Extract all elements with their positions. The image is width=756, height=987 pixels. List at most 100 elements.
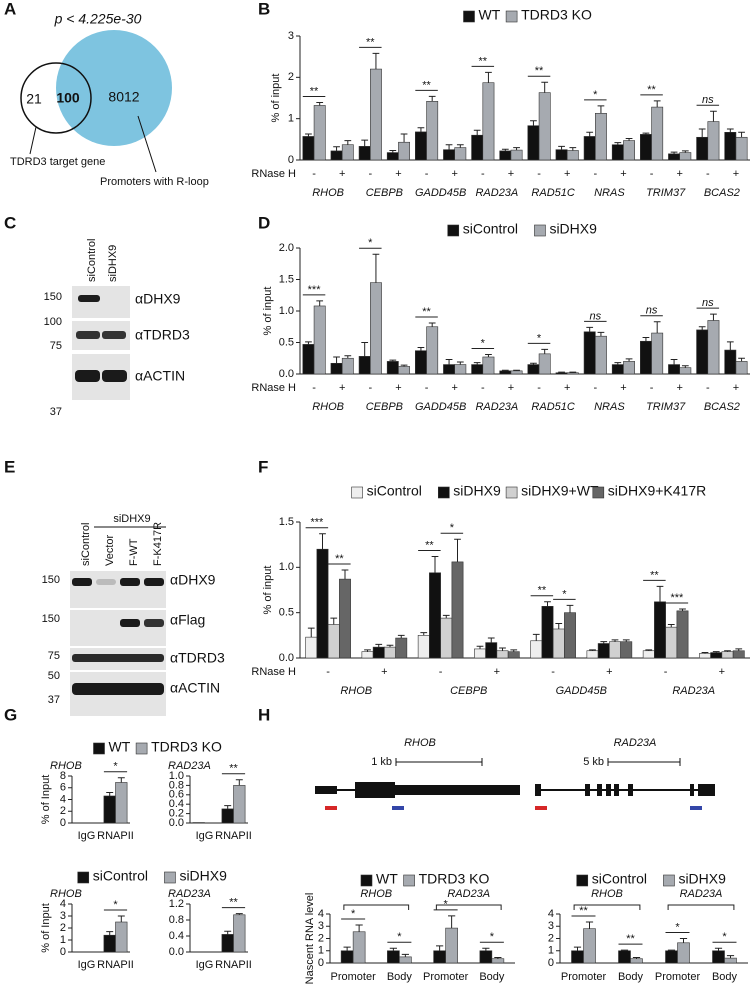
y-tick-label: 0.0: [279, 368, 294, 380]
error-bar: [420, 632, 428, 636]
subgroup-label: +: [606, 666, 612, 678]
error-bar: [400, 133, 408, 143]
panel-letter: F: [258, 457, 268, 476]
subgroup-label: -: [368, 382, 372, 394]
subgroup-label: -: [537, 382, 541, 394]
bar: [507, 651, 520, 659]
subgroup-label: +: [676, 168, 682, 180]
bar: [496, 650, 509, 659]
error-bar: [333, 146, 340, 151]
error-bar: [656, 585, 664, 602]
subgroup-label: -: [664, 666, 668, 678]
bar: [552, 628, 565, 659]
error-bar: [344, 140, 352, 145]
blot-c: siControl siDHX9 150 100 75 37 αDHX9 αTD…: [44, 239, 190, 418]
error-bar: [494, 956, 502, 959]
bar: [440, 617, 453, 659]
bar: [611, 364, 624, 375]
bar: [642, 650, 655, 659]
subgroup-label: +: [564, 168, 570, 180]
error-bar: [445, 144, 453, 150]
bar: [482, 356, 495, 375]
bar: [454, 364, 467, 375]
bar: [358, 356, 371, 375]
bar: [677, 942, 690, 964]
bar: [221, 934, 234, 953]
error-bar: [710, 313, 717, 321]
antibody-label: αFlag: [170, 612, 205, 628]
subgroup-label: Body: [618, 971, 644, 983]
category-label: RAD23A: [475, 401, 518, 413]
scale-bar: [395, 758, 483, 766]
legend-swatch: [164, 871, 176, 884]
panel-letter: H: [258, 705, 270, 724]
bar: [668, 364, 680, 375]
subgroup-label: +: [494, 666, 500, 678]
lane-label: siControl: [86, 239, 98, 282]
subgroup-label: -: [706, 382, 710, 394]
bar: [426, 326, 439, 375]
bar: [341, 357, 354, 375]
error-bar: [235, 913, 243, 915]
antibody-label: αACTIN: [170, 680, 220, 696]
bar: [370, 282, 382, 375]
error-bar: [473, 362, 481, 365]
error-bar: [530, 362, 537, 365]
bar: [571, 950, 584, 964]
legend-label: siControl: [93, 868, 148, 884]
subgroup-label: +: [620, 168, 626, 180]
error-bar: [389, 947, 397, 951]
error-bar: [642, 132, 650, 135]
marker-label: 150: [42, 613, 60, 625]
bar: [564, 612, 576, 659]
error-bar: [224, 930, 232, 935]
subgroup-label: -: [368, 168, 372, 180]
error-bar: [397, 634, 405, 639]
y-tick-label: 1.0: [279, 561, 294, 573]
bar: [586, 650, 599, 659]
subgroup-axis-label: RNase H: [251, 666, 296, 678]
legend-swatch: [592, 486, 605, 499]
antibody-label: αTDRD3: [135, 327, 190, 343]
bar: [316, 548, 329, 659]
y-tick-label: 4: [60, 898, 66, 910]
error-bar: [372, 253, 380, 283]
error-bar: [473, 129, 481, 136]
legend-label: TDRD3 KO: [151, 739, 222, 755]
legend-swatch: [505, 10, 518, 23]
exon: [395, 785, 520, 795]
error-bar: [106, 931, 114, 936]
y-tick-label: 0.5: [279, 336, 294, 348]
error-bar: [448, 915, 456, 929]
antibody-label: αACTIN: [135, 368, 185, 384]
y-tick-label: 4: [318, 908, 324, 920]
error-bar: [389, 149, 397, 153]
category-bracket: [435, 904, 502, 910]
chart-title: RHOB: [50, 760, 82, 772]
venn-title: p < 4.225e-30: [54, 11, 142, 27]
bar: [443, 149, 455, 161]
subgroup-axis-label: RNase H: [251, 382, 296, 394]
bar: [735, 361, 748, 375]
blot-band: [75, 370, 100, 382]
marker-label: 150: [44, 291, 62, 303]
error-bar: [361, 139, 369, 147]
legend-label: siDHX9: [549, 221, 597, 237]
error-bar: [738, 357, 745, 362]
error-bar: [501, 369, 509, 371]
bar: [712, 950, 725, 964]
legend-swatch: [663, 874, 675, 887]
category-label: RAD23A: [447, 888, 490, 900]
y-tick-label: 4: [60, 793, 66, 805]
bar: [233, 785, 246, 824]
category-label: RAD51C: [531, 187, 574, 199]
bar: [433, 950, 446, 964]
bar: [341, 144, 354, 161]
significance-label: **: [335, 553, 344, 565]
y-axis-label: % of Input: [40, 903, 52, 953]
bar: [352, 931, 366, 964]
significance-label: ns: [590, 310, 602, 322]
exon: [597, 784, 602, 796]
y-tick-label: 1.0: [279, 305, 294, 317]
legend-swatch: [505, 486, 518, 499]
